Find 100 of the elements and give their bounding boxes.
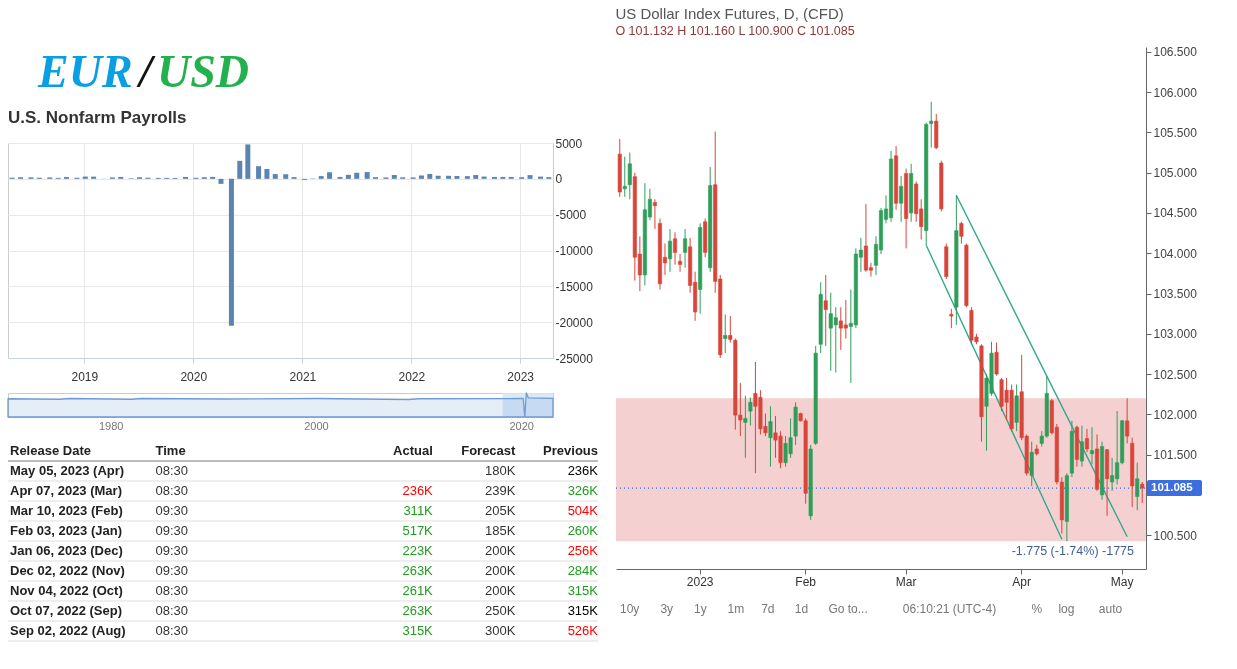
bar <box>256 166 262 179</box>
data-label: 504K <box>567 503 599 518</box>
category-label: Jan 06, 2023 (Dec) <box>10 543 123 558</box>
y-tick-label: 106.000 <box>1153 85 1198 100</box>
data-label: 223K <box>402 543 434 558</box>
bar <box>435 175 441 179</box>
data-label: 256K <box>567 543 599 558</box>
data-label: 326K <box>567 483 599 498</box>
chart-title: US Dollar Index Futures, D, (CFD) <box>615 5 844 23</box>
text: 1y <box>694 602 707 616</box>
bar <box>454 176 460 179</box>
x-tick-label: 2019 <box>71 369 99 384</box>
candlestick <box>728 315 733 344</box>
x-tick-label: 1980 <box>98 419 124 432</box>
candlestick <box>949 308 954 329</box>
chart-title: U.S. Nonfarm Payrolls <box>8 108 187 127</box>
y-tick-label: -10000 <box>555 244 594 258</box>
y-tick-label: 105.000 <box>1153 166 1198 181</box>
bar <box>264 169 270 179</box>
data-label: 08:30 <box>155 583 189 598</box>
data-label: 236K <box>402 483 434 498</box>
x-tick-label: Apr <box>1012 574 1032 589</box>
y-tick-label: 104.500 <box>1153 206 1198 221</box>
bar <box>245 144 251 179</box>
y-tick-label: 0 <box>555 172 563 187</box>
bar <box>318 176 324 179</box>
data-label: 185K <box>485 523 516 538</box>
candlestick <box>823 274 828 347</box>
x-tick-label: 2023 <box>507 369 535 384</box>
candlestick <box>748 396 753 427</box>
candlestick <box>899 175 904 223</box>
candlestick <box>743 395 748 459</box>
category-label: Nov 04, 2022 (Oct) <box>10 583 123 598</box>
bar <box>418 175 424 179</box>
data-label: 236K <box>567 463 599 478</box>
data-label: 526K <box>567 623 599 638</box>
data-label: 08:30 <box>155 623 189 638</box>
text: log <box>1058 602 1075 616</box>
candlestick <box>683 228 688 269</box>
bar <box>481 176 487 179</box>
text: Go to... <box>828 602 868 616</box>
text: / <box>136 46 157 97</box>
bar <box>91 176 97 179</box>
y-tick-label: 5000 <box>555 136 583 151</box>
legend-label: Time <box>155 443 186 458</box>
data-label: 08:30 <box>155 603 189 618</box>
x-tick-label: 2020 <box>180 369 208 384</box>
data-label: 09:30 <box>155 543 189 558</box>
data-label: 200K <box>485 543 516 558</box>
data-label: 250K <box>485 603 516 618</box>
candlestick <box>1135 462 1140 511</box>
y-tick-label: 103.500 <box>1153 287 1198 301</box>
bar <box>272 174 278 179</box>
data-label: 315K <box>567 583 599 598</box>
x-tick-label: Mar <box>895 574 917 589</box>
text: 1d <box>794 602 809 616</box>
y-tick-label: 104.000 <box>1153 246 1198 261</box>
y-tick-label: -25000 <box>555 351 594 366</box>
category-label: Dec 02, 2022 (Nov) <box>10 563 125 578</box>
data-label: 08:30 <box>155 483 189 498</box>
candlestick <box>1079 425 1084 468</box>
bar <box>527 175 533 179</box>
text: Release Date <box>10 443 91 458</box>
chart-subtitle: O 101.132 H 101.160 L 100.900 C 101.085 <box>615 24 855 39</box>
x-tick-label: 2020 <box>509 419 534 432</box>
candlestick <box>1110 457 1115 492</box>
bar <box>327 172 333 179</box>
text: % <box>1031 602 1043 616</box>
data-label: 261K <box>402 583 434 598</box>
x-tick-label: 2021 <box>289 369 317 384</box>
text: EUR <box>37 46 133 97</box>
category-label: Sep 02, 2022 (Aug) <box>10 623 126 638</box>
text: 3y <box>660 602 674 616</box>
text: USD <box>157 46 250 97</box>
bar <box>391 175 397 179</box>
band-label: -1.775 (-1.74%) -1775 <box>1011 544 1135 559</box>
candlestick <box>622 156 627 198</box>
bar <box>446 175 452 179</box>
text: auto <box>1098 602 1123 616</box>
text: 06:10:21 (UTC-4) <box>902 602 997 616</box>
y-tick-label: -20000 <box>555 315 594 330</box>
bar <box>283 174 289 179</box>
data-label: 263K <box>402 603 434 618</box>
bar <box>427 173 433 179</box>
y-tick-label: -15000 <box>555 279 594 294</box>
y-tick-label: 105.500 <box>1153 125 1198 140</box>
data-label: 300K <box>485 623 516 638</box>
candlestick <box>1090 426 1094 465</box>
data-label: 517K <box>402 523 434 538</box>
y-tick-label: 101.500 <box>1153 448 1198 463</box>
bar <box>473 175 479 179</box>
bar <box>82 176 88 179</box>
candlestick <box>668 228 672 273</box>
data-label: 180K <box>485 463 516 478</box>
category-label: Oct 07, 2022 (Sep) <box>10 603 122 618</box>
data-label: 315K <box>567 603 599 618</box>
data-label: 200K <box>485 583 516 598</box>
category-label: Feb 03, 2023 (Jan) <box>10 523 122 538</box>
data-label: 200K <box>485 563 516 578</box>
bar <box>228 178 234 326</box>
